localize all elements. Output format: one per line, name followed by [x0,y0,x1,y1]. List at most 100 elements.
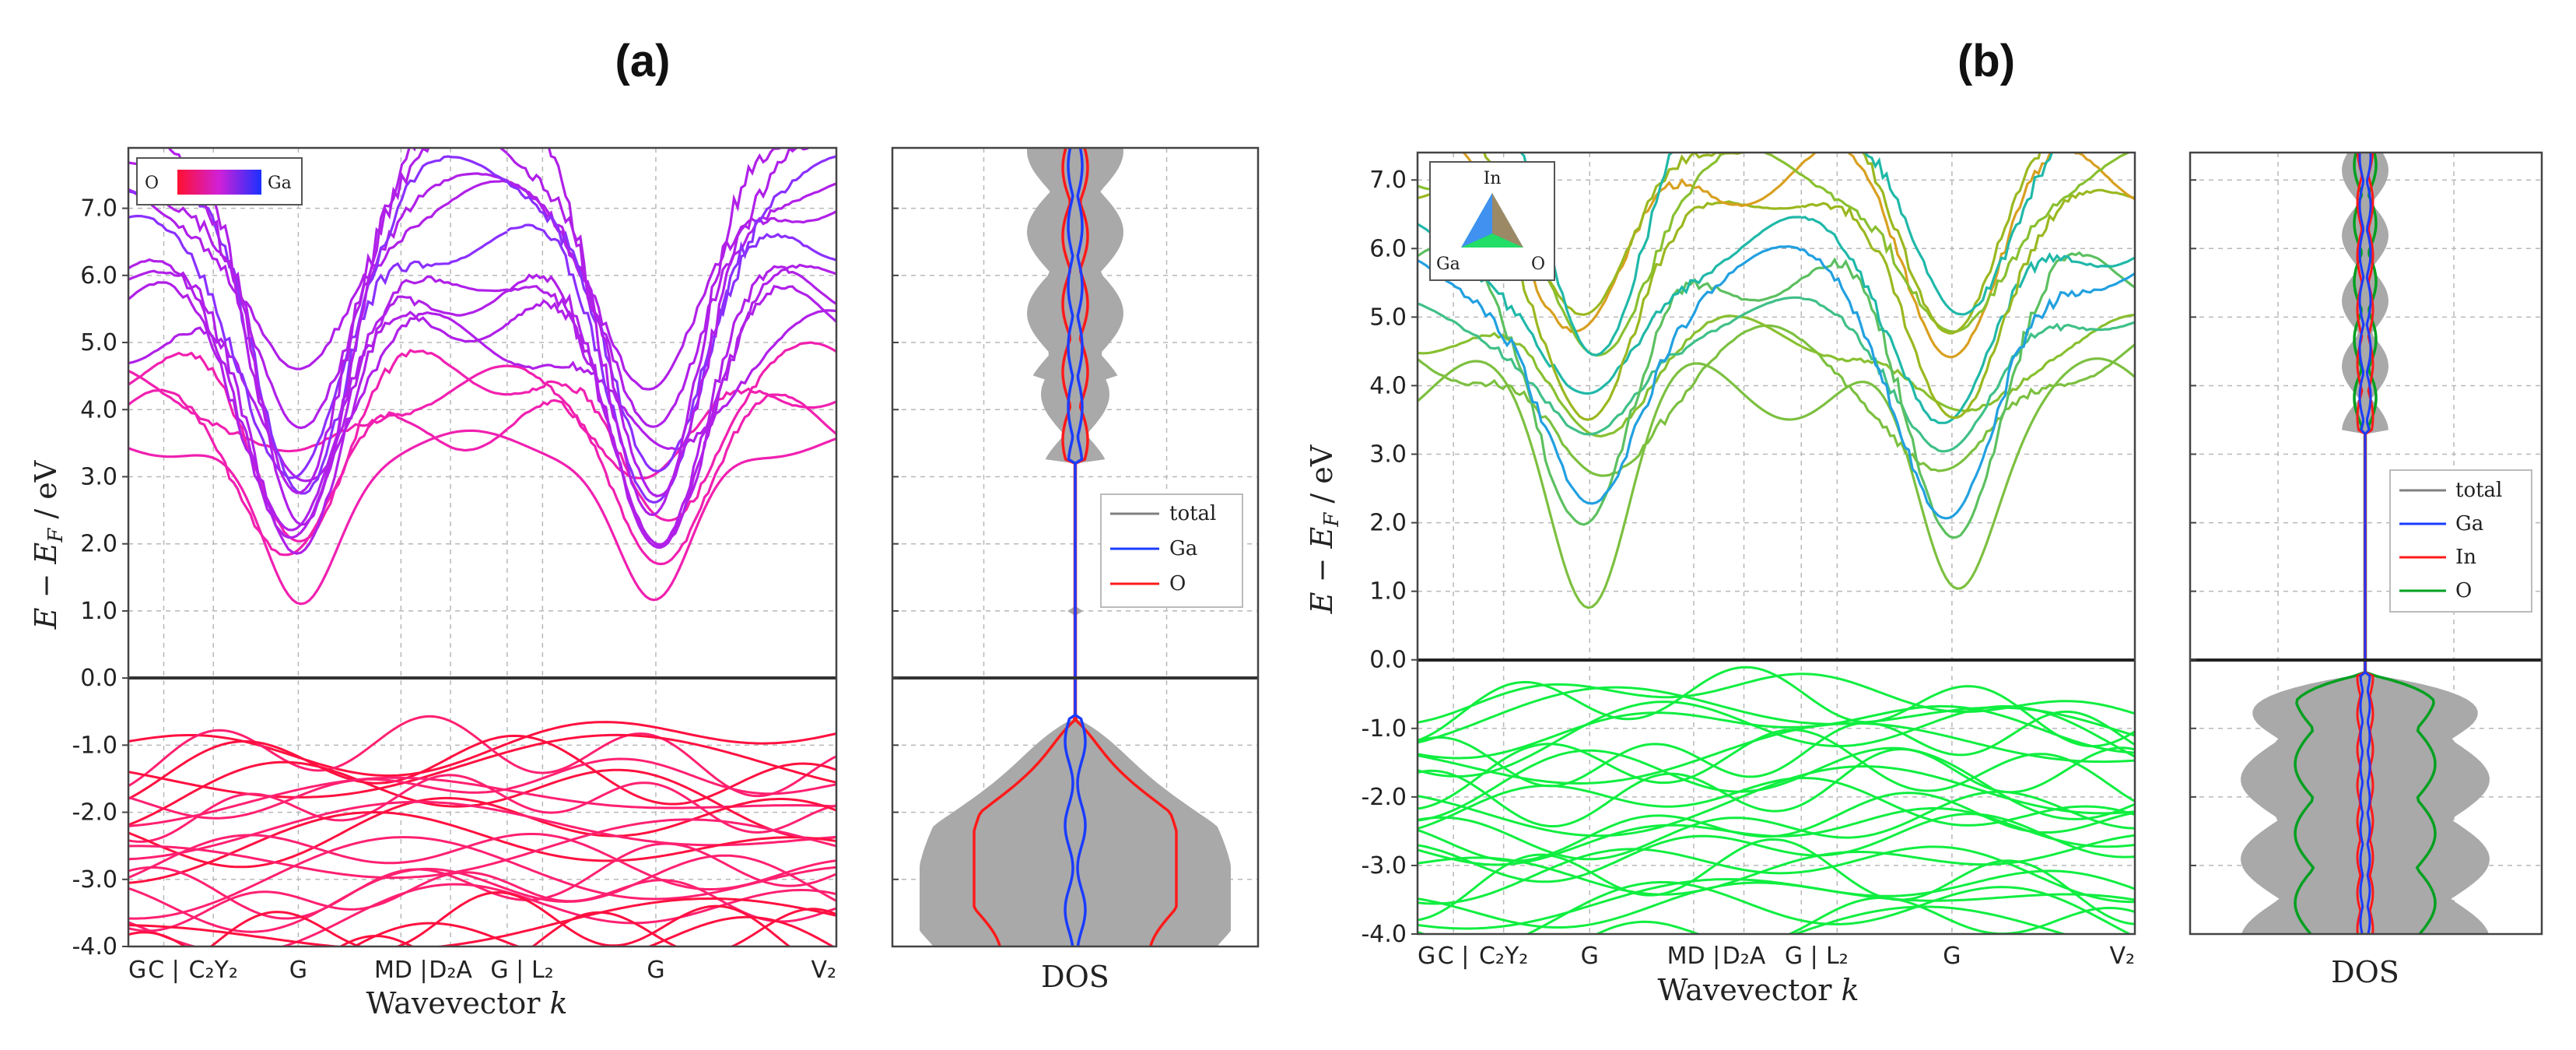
valence-band [506,757,836,795]
k-point-label: G [1943,943,1961,970]
valence-band [1800,746,2135,820]
conduction-band [506,309,836,451]
k-point-label: D₂A [429,957,472,984]
conduction-band [1418,324,1803,477]
panel-b-y-label: E − EF / eV [1305,444,1344,614]
conduction-band [1860,153,2042,335]
legend-b-o-label: O [2455,579,2472,602]
valence-band [1418,816,1802,861]
valence-band [1801,845,2135,904]
panel-b-dos-plot: DOS total Ga In O [2189,151,2543,989]
valence-band [1418,834,1802,883]
y-tick-label: -4.0 [1361,921,1407,948]
valence-band [128,760,508,827]
valence-band [1801,813,2135,859]
valence-band [128,796,508,869]
valence-band [128,811,508,884]
valence-band [1800,765,2135,815]
panel-b-color-triangle: In Ga O [1429,161,1555,281]
legend-b-ga-label: Ga [2455,512,2483,536]
panel-b-dos-frame [2189,151,2543,936]
panel-a-band-plot: 7.0 6.0 5.0 4.0 3.0 2.0 1.0 0.0 -1.0 -2.0 -3.0 -4.0… [29,146,838,1020]
panel-b-dos-label: DOS [2331,955,2399,989]
panel-a-x-label: Wavevector k [366,986,567,1020]
conduction-band [506,265,836,548]
valence-band [1800,886,2133,934]
panel-a-dos-label: DOS [1041,960,1109,994]
valence-band [1800,834,2135,866]
valence-band [506,788,836,809]
y-tick-label: -2.0 [1361,784,1407,811]
panel-a-dos-ga-curve [1064,148,1087,946]
panel-a-y-label: E − EF / eV [29,460,68,630]
colorbar-o-label: O [145,174,159,193]
valence-band [1801,869,2135,897]
conduction-band [1800,314,2135,413]
valence-band [1801,729,2135,802]
k-point-label: G | [490,957,524,984]
valence-band [506,733,836,784]
valence-band [1418,665,1803,742]
valence-band [506,734,836,806]
y-tick-label: 7.0 [1369,167,1407,194]
k-point-label: C₂Y₂ [1479,943,1528,970]
panel-b-dos-ticks [2190,179,2196,935]
valence-band [1418,920,1802,934]
valence-band [506,859,836,901]
valence-band [1800,845,2135,925]
valence-band [506,833,836,890]
valence-band [1800,897,2135,934]
k-point-label: MD | [374,957,428,984]
triangle-in-label: In [1484,169,1502,188]
y-tick-label: 5.0 [80,329,117,356]
legend-o-label: O [1169,572,1186,595]
conduction-band [1800,248,2135,520]
valence-band [1418,878,1802,930]
legend-ga-label: Ga [1169,537,1197,560]
conduction-band [1418,216,1802,395]
conduction-band [1801,297,2135,453]
conduction-band [506,437,836,602]
valence-band [1800,710,2135,757]
conduction-band [506,393,836,566]
panel-a-dos-frame [891,146,1260,948]
conduction-band [1519,153,1674,356]
valence-band [506,721,836,746]
conduction-band [1800,357,2135,590]
k-point-label: G [289,957,307,984]
panel-a-title: (a) [615,36,671,86]
y-tick-label: -1.0 [72,732,117,759]
valence-band [506,842,836,901]
valence-band [128,836,508,920]
conduction-band [1418,360,1802,609]
panel-b-grid [1418,153,2135,934]
conduction-band [1418,244,1803,505]
k-point-label: G [1418,943,1435,970]
y-tick-label: -1.0 [1361,715,1407,743]
conduction-band [1800,251,2135,539]
valence-band [1800,792,2135,834]
valence-band [1801,807,2135,848]
valence-band [128,776,508,827]
colorbar-ga-label: Ga [268,174,292,193]
triangle-ga-label: Ga [1436,255,1460,274]
valence-band [128,800,508,861]
valence-band [209,891,508,946]
panel-b-y-ticks: 7.0 6.0 5.0 4.0 3.0 2.0 1.0 0.0 -1.0 -2.0 -3.0 -4.0 [1361,167,1418,948]
k-point-label: L₂ [531,957,554,984]
y-tick-label: 7.0 [80,195,117,223]
valence-band [506,818,836,861]
valence-band [506,798,836,838]
conduction-band [1418,296,1802,436]
valence-band [1418,848,1802,905]
legend-total-label: total [1169,502,1216,525]
panel-b-x-label: Wavevector k [1657,973,1859,1007]
k-point-label: D₂A [1723,943,1766,970]
valence-band [1418,711,1802,760]
valence-band [1418,881,1802,929]
valence-band [531,908,836,946]
valence-band [506,836,836,862]
y-tick-label: 4.0 [1369,372,1407,399]
y-tick-label: 3.0 [80,463,117,490]
